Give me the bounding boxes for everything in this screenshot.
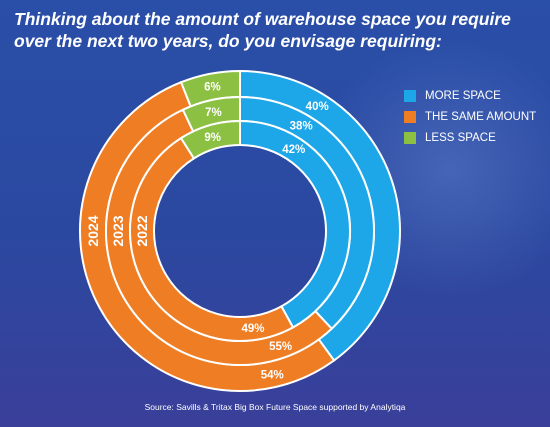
data-label-2023-more-space: 38% [290,120,313,132]
legend-item-less-space: LESS SPACE [404,128,536,148]
data-label-2023-less-space: 7% [205,107,222,119]
data-label-2022-more-space: 42% [282,144,305,156]
data-label-2023-same-amount: 55% [269,341,292,353]
legend-label-more-space: MORE SPACE [425,90,501,102]
legend: MORE SPACE THE SAME AMOUNT LESS SPACE [404,86,536,149]
legend-item-more-space: MORE SPACE [404,86,536,106]
legend-label-less-space: LESS SPACE [425,132,496,144]
slice-2022-less-space [179,119,241,160]
legend-swatch-same-amount [404,111,416,123]
data-label-2024-less-space: 6% [204,82,221,94]
chart-title: Thinking about the amount of warehouse s… [14,9,511,51]
source-note: Source: Savills & Tritax Big Box Future … [144,402,406,412]
year-label-2022: 2022 [134,215,150,246]
data-label-2022-same-amount: 49% [241,323,264,335]
legend-label-same-amount: THE SAME AMOUNT [425,111,537,123]
data-label-2024-more-space: 40% [306,101,329,113]
year-label-2024: 2024 [85,215,101,246]
data-label-2022-less-space: 9% [204,132,221,144]
legend-swatch-more-space [404,90,416,102]
year-label-2023: 2023 [110,215,126,246]
data-label-2024-same-amount: 54% [261,369,284,381]
legend-item-same-amount: THE SAME AMOUNT [404,107,536,127]
legend-swatch-less-space [404,132,416,144]
